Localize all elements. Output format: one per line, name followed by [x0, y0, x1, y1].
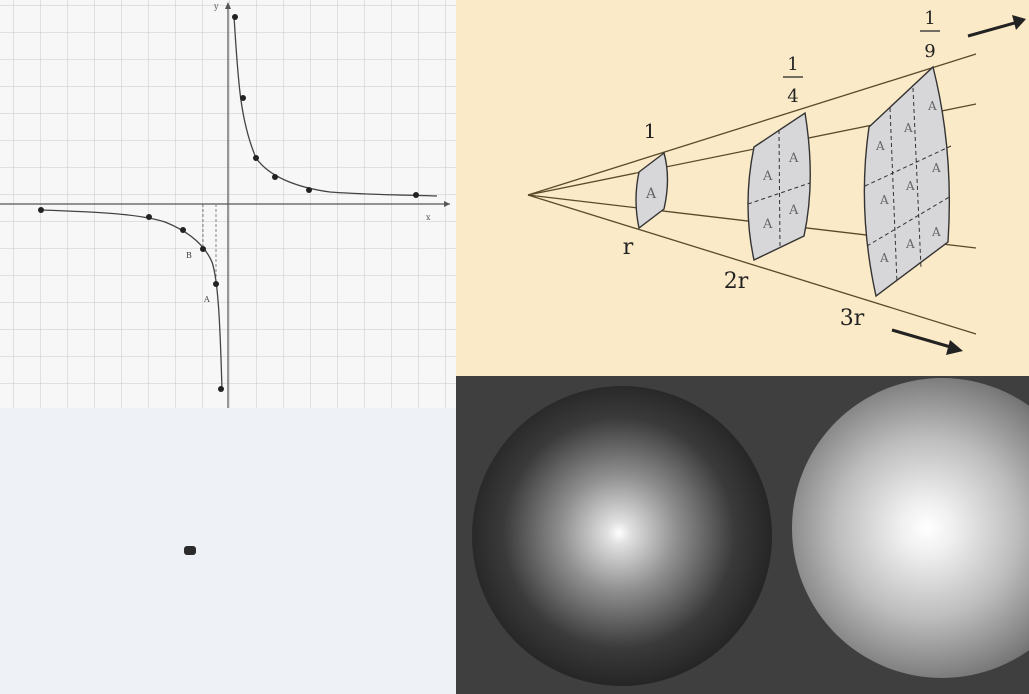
inverse-square-diagram: A A A A A A A A A A A A A A	[527, 8, 1026, 355]
svg-text:4: 4	[787, 86, 798, 107]
arrow-bottom-right	[891, 328, 963, 355]
svg-text:1: 1	[924, 8, 935, 29]
point	[200, 246, 206, 252]
x-axis-arrow	[444, 201, 450, 207]
bright-sphere	[792, 378, 1029, 678]
intensity-label-1: 1	[644, 119, 657, 143]
svg-text:A: A	[879, 251, 889, 265]
patch-r: A	[635, 151, 669, 230]
intensity-label-ninth: 1 9	[920, 8, 940, 62]
curve-points	[38, 14, 419, 392]
svg-text:A: A	[905, 237, 915, 251]
svg-text:A: A	[903, 121, 913, 135]
svg-text:A: A	[931, 225, 941, 239]
point	[213, 281, 219, 287]
svg-text:A: A	[875, 139, 885, 153]
arrow-top-right	[967, 15, 1026, 38]
hyperbola-graph-panel: y x B A	[0, 0, 456, 408]
svg-text:9: 9	[924, 41, 935, 62]
intensity-label-quarter: 1 4	[783, 54, 803, 107]
distance-label-3r: 3r	[840, 306, 865, 331]
dark-sphere	[472, 386, 772, 686]
x-axis-label: x	[426, 213, 431, 222]
svg-text:A: A	[905, 179, 915, 193]
point	[272, 174, 278, 180]
point-label-b: B	[186, 251, 192, 260]
point-label-a: A	[203, 295, 210, 304]
blank-panel	[0, 408, 456, 694]
svg-text:A: A	[762, 169, 773, 184]
distance-label-r: r	[623, 235, 634, 260]
point	[306, 187, 312, 193]
point	[253, 155, 259, 161]
svg-text:A: A	[927, 99, 937, 113]
area-label: A	[645, 186, 657, 202]
spheres-panel	[456, 376, 1029, 694]
hyperbola-graph: y x B A	[0, 0, 456, 408]
svg-text:A: A	[879, 193, 889, 207]
point	[232, 14, 238, 20]
spheres-illustration	[472, 378, 1029, 686]
point	[38, 207, 44, 213]
patch-3r: A A A A A A A A A	[863, 65, 952, 298]
point	[146, 214, 152, 220]
left-branch-curve	[39, 209, 223, 391]
patch-2r: A A A A	[747, 111, 811, 262]
inverse-square-panel: A A A A A A A A A A A A A A	[456, 0, 1029, 376]
distance-label-2r: 2r	[724, 269, 749, 294]
point	[218, 386, 224, 392]
y-axis-label: y	[213, 2, 219, 11]
right-branch-curve	[233, 15, 438, 197]
svg-text:A: A	[788, 151, 799, 166]
svg-text:A: A	[788, 203, 799, 218]
small-dark-mark	[184, 546, 196, 555]
point	[413, 192, 419, 198]
y-axis-arrow	[225, 2, 231, 9]
svg-text:A: A	[931, 161, 941, 175]
point	[240, 95, 246, 101]
point	[180, 227, 186, 233]
svg-text:1: 1	[787, 54, 798, 75]
svg-text:A: A	[762, 217, 773, 232]
